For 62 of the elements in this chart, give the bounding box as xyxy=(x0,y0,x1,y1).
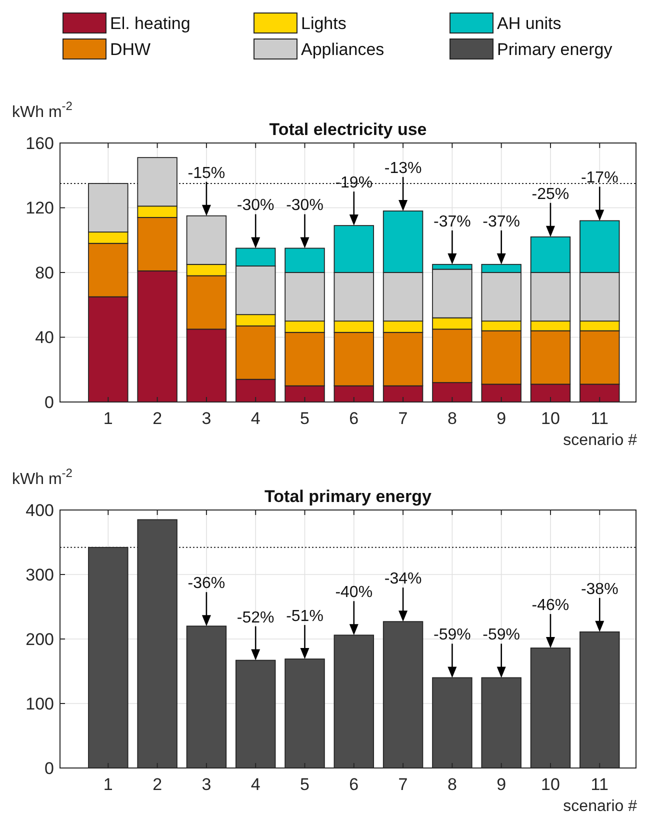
y-axis-title: kWh m$^{-2}$ xyxy=(12,466,73,488)
y-axis-title: kWh m$^{-2}$ xyxy=(12,99,73,121)
x-tick-label: 11 xyxy=(590,409,608,428)
annotation: -59% xyxy=(434,626,471,644)
annotation: -34% xyxy=(384,570,422,588)
x-tick-label: 10 xyxy=(541,775,560,794)
y-tick-label: 120 xyxy=(26,198,54,218)
x-tick-label: 9 xyxy=(496,409,506,428)
x-axis-title: scenario # xyxy=(563,798,638,815)
annotation: -30% xyxy=(236,197,274,214)
y-tick-label: 300 xyxy=(26,565,54,584)
y-tick-label: 100 xyxy=(26,694,54,714)
legend-label: Appliances xyxy=(301,40,384,59)
annotation: -36% xyxy=(188,575,226,592)
annotation: -19% xyxy=(335,174,373,192)
y-tick-label: 80 xyxy=(35,263,54,282)
annotation: -52% xyxy=(236,609,274,626)
x-tick-label: 8 xyxy=(447,409,457,428)
x-tick-label: 6 xyxy=(349,775,359,794)
annotation: -25% xyxy=(532,186,570,203)
x-tick-label: 5 xyxy=(300,775,310,794)
annotation: -40% xyxy=(335,584,373,602)
annotation: -17% xyxy=(580,170,618,187)
annotation: -59% xyxy=(482,626,520,644)
chart-title: Total electricity use xyxy=(269,120,427,139)
x-tick-label: 1 xyxy=(103,775,113,794)
x-tick-label: 7 xyxy=(398,409,408,428)
annotation: -37% xyxy=(482,213,520,230)
x-tick-label: 9 xyxy=(496,775,506,794)
x-tick-label: 5 xyxy=(300,409,310,428)
y-tick-label: 200 xyxy=(26,630,54,649)
x-tick-label: 10 xyxy=(541,409,560,428)
x-tick-label: 11 xyxy=(590,775,608,794)
legend-label: AH units xyxy=(497,14,562,33)
y-tick-label: 160 xyxy=(26,134,54,153)
annotation: -15% xyxy=(188,164,226,182)
y-tick-label: 40 xyxy=(35,328,54,348)
x-tick-label: 2 xyxy=(152,775,162,794)
x-tick-label: 6 xyxy=(349,409,359,428)
x-tick-label: 3 xyxy=(202,775,212,794)
x-tick-label: 7 xyxy=(398,775,408,794)
annotation: -37% xyxy=(434,213,471,230)
annotation: -46% xyxy=(532,597,570,614)
x-tick-label: 4 xyxy=(250,409,260,428)
y-tick-label: 0 xyxy=(44,758,54,778)
legend-label: Primary energy xyxy=(497,40,613,59)
legend-label: El. heating xyxy=(110,14,190,33)
x-tick-label: 3 xyxy=(202,409,212,428)
legend-label: DHW xyxy=(110,40,151,59)
x-tick-label: 8 xyxy=(447,775,457,794)
x-tick-label: 4 xyxy=(250,775,260,794)
annotation: -38% xyxy=(580,580,618,598)
x-tick-label: 1 xyxy=(103,409,113,428)
legend-label: Lights xyxy=(301,14,346,33)
annotation: -13% xyxy=(384,160,422,177)
annotation: -30% xyxy=(286,197,324,214)
x-tick-label: 2 xyxy=(152,409,162,428)
chart-title: Total primary energy xyxy=(264,487,432,506)
y-tick-label: 400 xyxy=(26,500,54,520)
y-tick-label: 0 xyxy=(44,392,54,412)
annotation: -51% xyxy=(286,608,324,625)
x-axis-title: scenario # xyxy=(563,432,638,449)
